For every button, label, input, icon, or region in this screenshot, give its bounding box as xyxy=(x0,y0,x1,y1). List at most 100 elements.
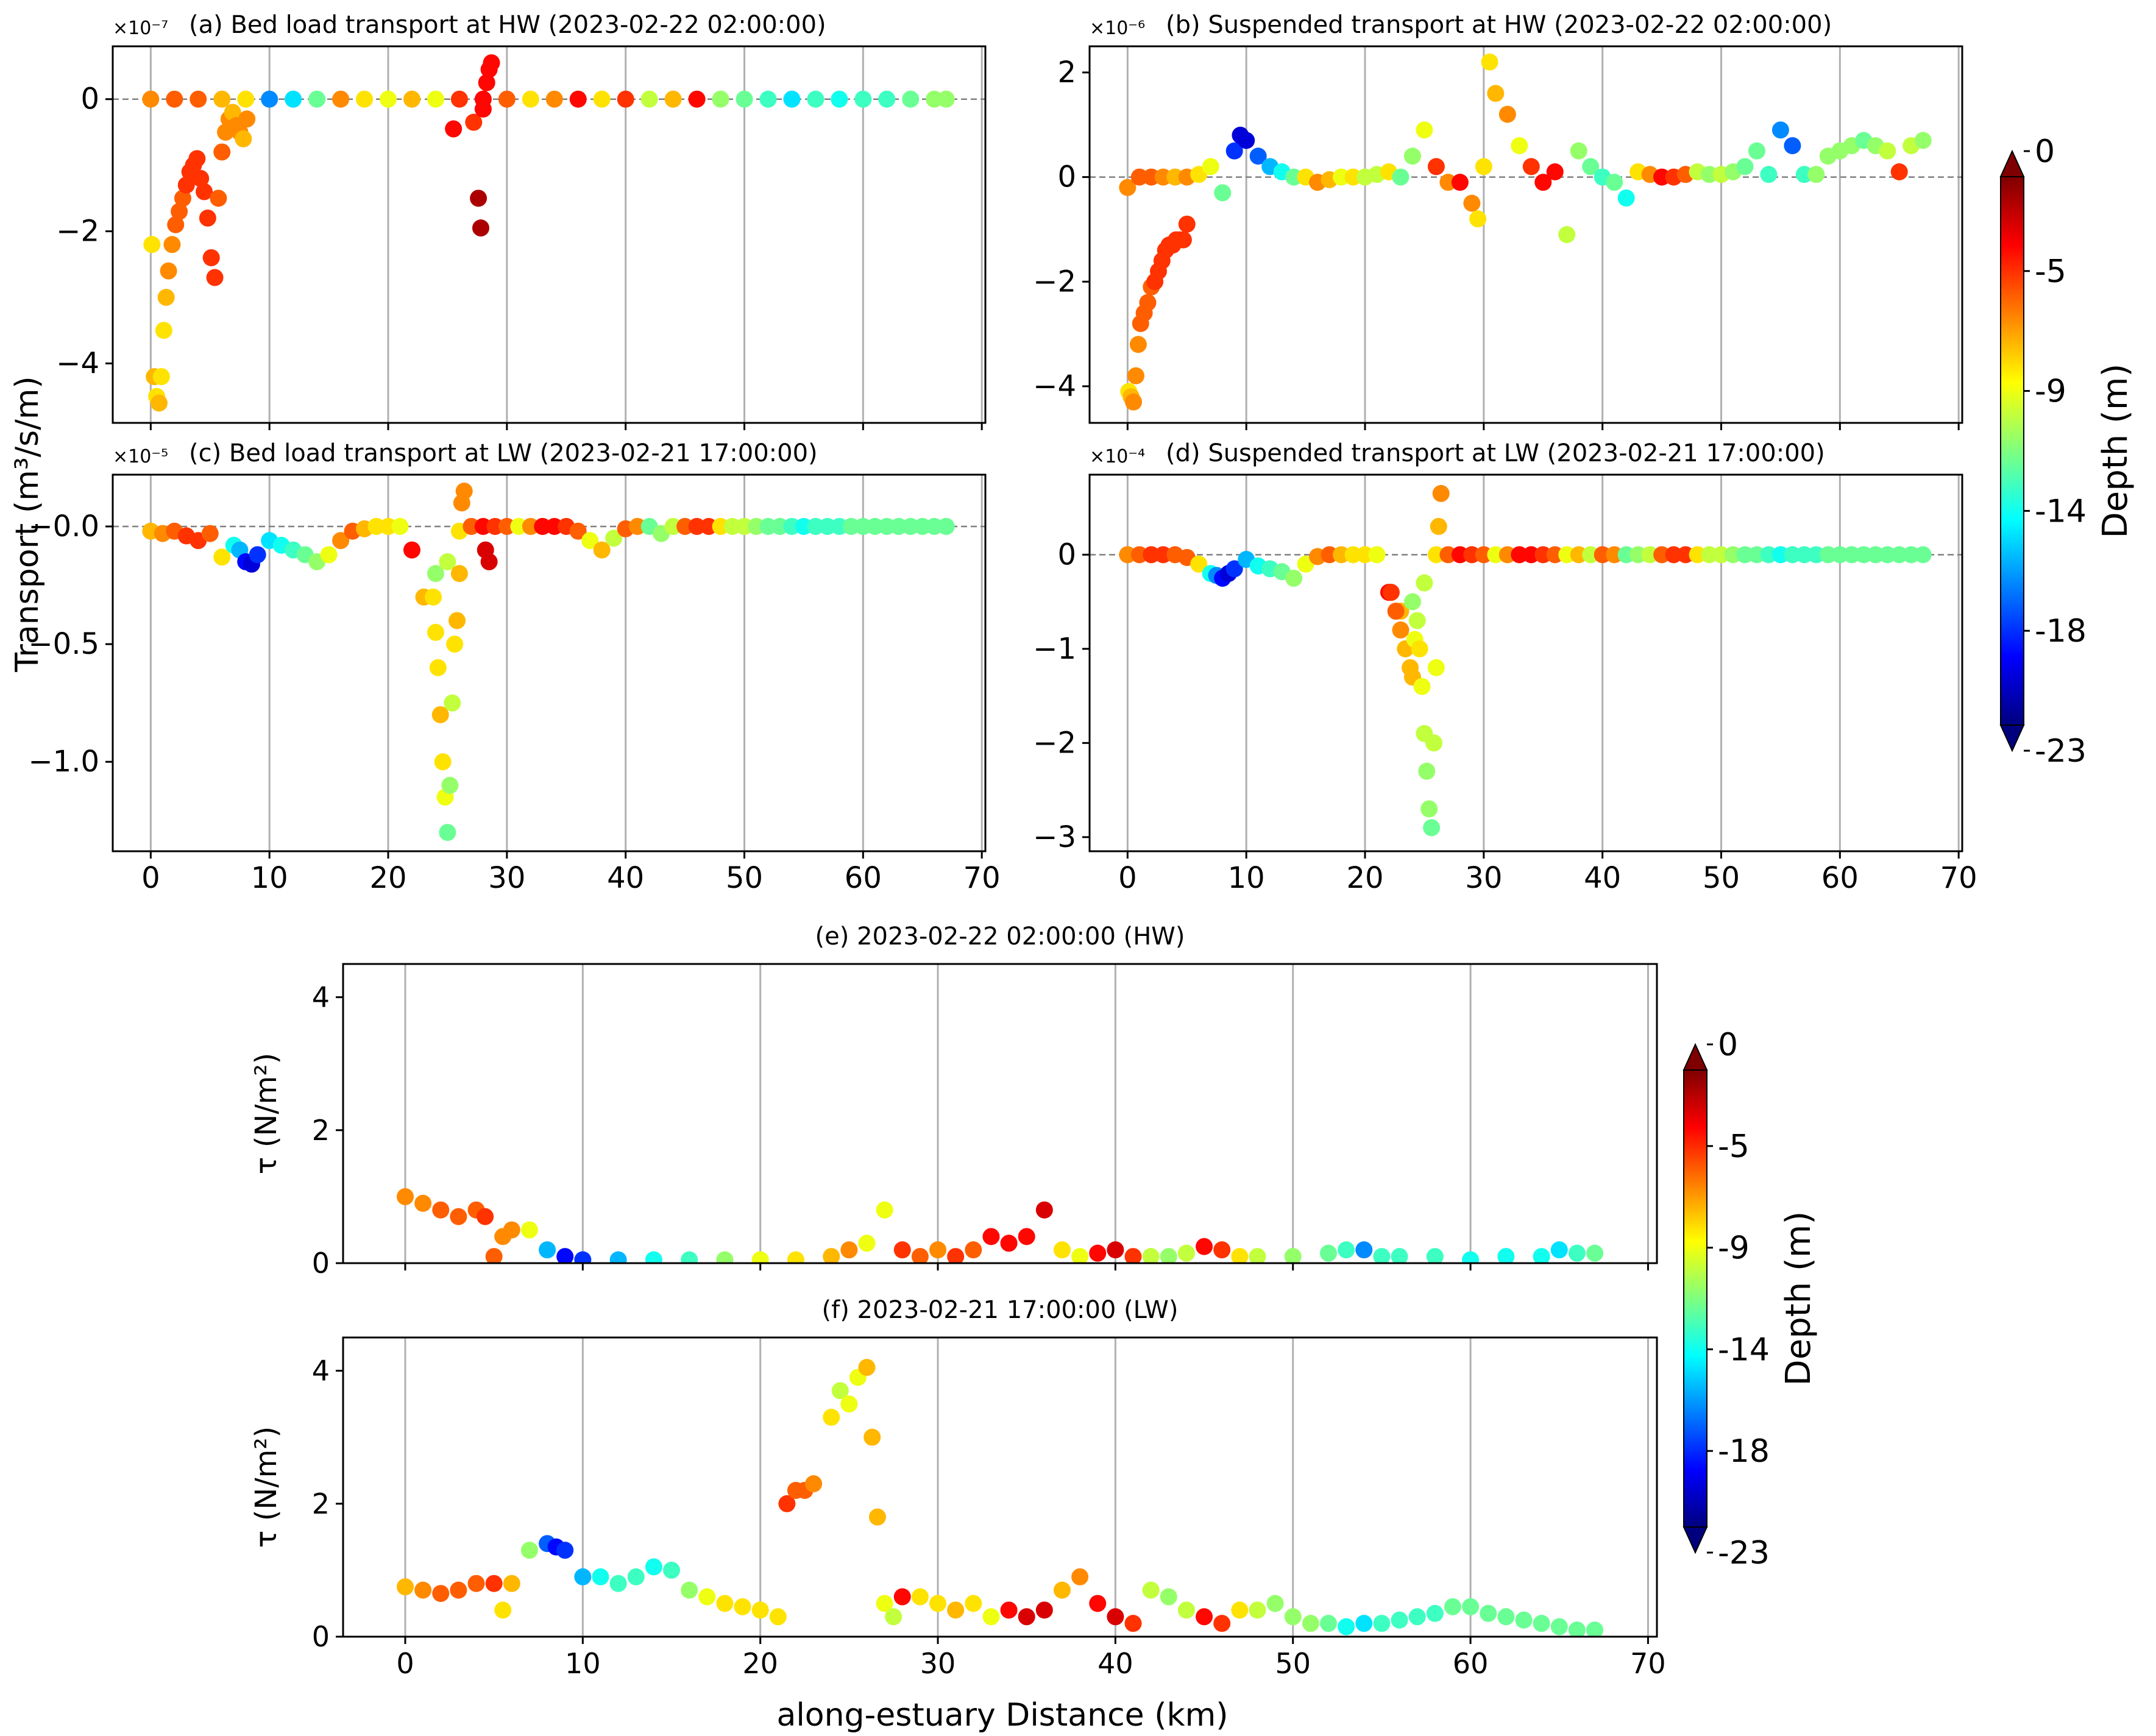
panel-e-frame xyxy=(342,963,1658,1264)
colorbar-tick-label: -5 xyxy=(2035,253,2066,290)
panel-d-point xyxy=(1653,546,1671,564)
panel-b-point xyxy=(1558,226,1576,243)
panel-a-point xyxy=(155,322,172,339)
panel-f-point xyxy=(396,1578,414,1596)
panel-c-point xyxy=(213,548,231,566)
panel-b-point xyxy=(1784,137,1801,155)
panel-b-point xyxy=(1606,174,1623,191)
panel-d-point xyxy=(1413,678,1431,695)
panel-e-point xyxy=(858,1235,876,1252)
panel-f-point xyxy=(778,1495,796,1512)
panel-c-point xyxy=(534,517,551,535)
panel-b-point xyxy=(1439,174,1457,191)
colorbar-tick-label: -14 xyxy=(2035,493,2087,530)
panel-c-ytick-label: −0.0 xyxy=(28,509,99,544)
panel-f-xtick-label: 20 xyxy=(742,1647,778,1680)
panel-f-point xyxy=(645,1558,662,1576)
panel-c-point xyxy=(866,517,884,535)
panel-e-point xyxy=(414,1194,432,1212)
panel-f-point xyxy=(947,1601,965,1619)
panel-c-point xyxy=(700,517,718,535)
panel-a: 0 −2 −4 ×10⁻⁷ (a) Bed load transport at HW (… xyxy=(56,11,987,430)
panel-b-point xyxy=(1129,336,1147,353)
panel-f-point xyxy=(858,1359,876,1376)
panel-d-point xyxy=(1534,546,1552,564)
panel-c-point xyxy=(429,659,447,676)
panel-a-point xyxy=(569,90,587,108)
panel-b-ytick-label: −4 xyxy=(1033,369,1076,403)
panel-d-point xyxy=(1712,546,1730,564)
panel-f-point xyxy=(432,1585,450,1603)
panel-f-point xyxy=(831,1382,849,1400)
panel-f-point xyxy=(574,1568,592,1585)
panel-b-point xyxy=(1214,184,1232,202)
panel-f-point xyxy=(1338,1618,1355,1635)
panel-e-point xyxy=(1373,1248,1391,1263)
panel-f-points xyxy=(396,1359,1604,1637)
panel-a-point xyxy=(202,249,220,266)
panel-a-point xyxy=(664,90,682,108)
panel-d-point xyxy=(1333,546,1350,564)
colorbar-tick-label: -14 xyxy=(1718,1331,1770,1368)
panel-f-point xyxy=(1071,1568,1089,1585)
panel-b-point xyxy=(1914,132,1932,149)
panel-a-point xyxy=(712,90,729,108)
panel-d-xtick-label: 30 xyxy=(1465,861,1502,895)
panel-c-point xyxy=(332,532,350,550)
panel-f-point xyxy=(681,1581,698,1599)
panel-e-point xyxy=(911,1248,929,1263)
panel-c-point xyxy=(249,546,266,564)
panel-c-point xyxy=(676,517,694,535)
panel-d-point xyxy=(1795,546,1813,564)
panel-c-point xyxy=(455,483,473,500)
panel-a-point xyxy=(143,236,161,253)
panel-c-point xyxy=(795,517,812,535)
panel-b-points xyxy=(1119,53,1932,411)
colorbar-1: 0 -5 -9 -14 -18 -23 Depth (m) xyxy=(1999,133,2135,770)
panel-e-point xyxy=(1497,1248,1515,1263)
panel-a-point xyxy=(478,74,495,91)
panel-d: 0 10 20 30 40 50 60 70 0 −1 −2 −3 ×10⁻⁴ (d) Suspended… xyxy=(1033,439,1977,895)
panel-f-point xyxy=(769,1608,787,1626)
panel-d-point xyxy=(1522,546,1540,564)
panel-e-point xyxy=(1586,1244,1604,1262)
panel-c-point xyxy=(807,517,824,535)
panel-f-xtick-label: 0 xyxy=(396,1647,414,1680)
panel-c-point xyxy=(902,517,920,535)
panel-e-point xyxy=(1249,1248,1266,1263)
panel-f-point xyxy=(1391,1611,1408,1629)
panel-c-point xyxy=(783,517,801,535)
colorbar-tick-label: -18 xyxy=(2035,613,2087,650)
panel-f-point xyxy=(1515,1611,1533,1629)
panel-c-point xyxy=(486,517,504,535)
panel-a-point xyxy=(498,90,516,108)
panel-f-point xyxy=(1497,1608,1515,1626)
panel-c-title: (c) Bed load transport at LW (2023-02-21… xyxy=(189,439,818,467)
panel-e-point xyxy=(1196,1238,1213,1255)
panel-b-point xyxy=(1469,210,1487,228)
panel-e-point xyxy=(1391,1248,1408,1263)
panel-c-point xyxy=(320,546,338,564)
panel-a-point xyxy=(332,90,350,108)
panel-e-point xyxy=(965,1241,982,1259)
panel-b-point xyxy=(1795,166,1813,183)
panel-f-point xyxy=(965,1595,982,1612)
panel-d-point xyxy=(1689,546,1706,564)
panel-a-point xyxy=(380,90,397,108)
panel-e-point xyxy=(1018,1228,1035,1245)
panel-f-point xyxy=(1231,1601,1249,1619)
panel-d-point xyxy=(1760,546,1778,564)
panel-c-point xyxy=(450,565,468,583)
panel-a-point xyxy=(213,143,231,161)
panel-d-point xyxy=(1724,546,1742,564)
panel-b-point xyxy=(1534,174,1552,191)
panel-f-xtick-label: 60 xyxy=(1453,1647,1489,1680)
panel-f-point xyxy=(823,1408,840,1426)
panel-d-point xyxy=(1677,546,1695,564)
panel-c-point xyxy=(439,824,456,841)
panel-c-ytick-label: −0.5 xyxy=(28,627,99,661)
panel-f-point xyxy=(1160,1588,1177,1606)
panel-d-point xyxy=(1855,546,1873,564)
panel-d-point xyxy=(1432,484,1450,502)
